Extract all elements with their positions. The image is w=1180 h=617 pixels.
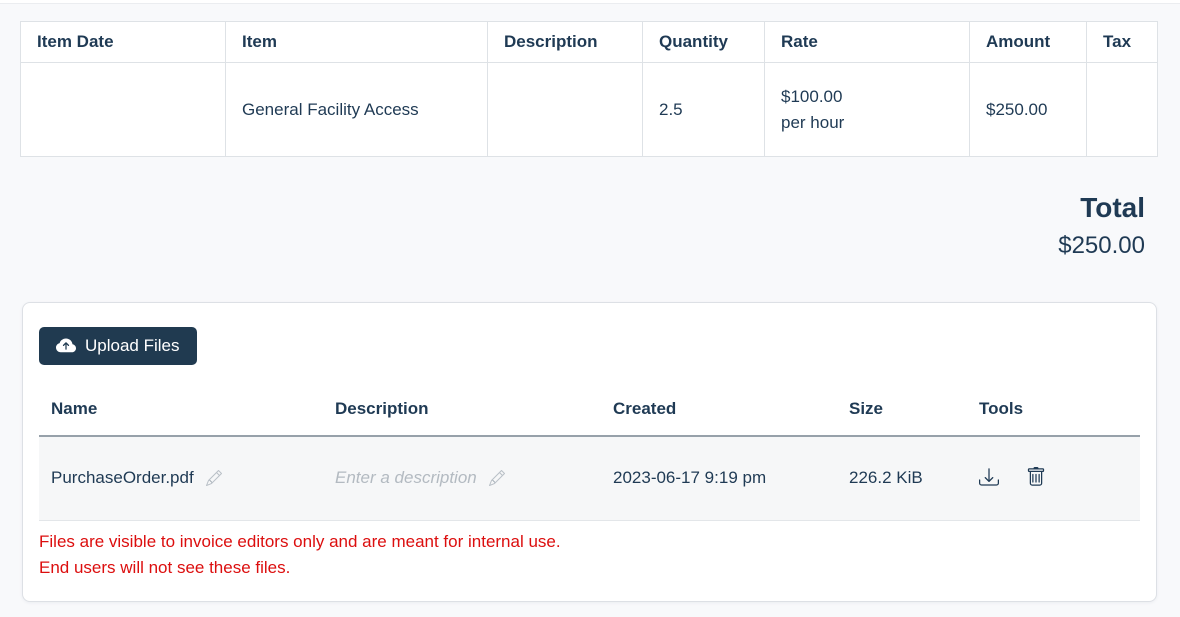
column-header-created: Created	[601, 387, 837, 437]
cell-rate: $100.00 per hour	[764, 62, 970, 157]
cell-tax	[1086, 62, 1158, 157]
column-header-file-description: Description	[323, 387, 601, 437]
column-header-item: Item	[225, 21, 488, 63]
column-header-tax: Tax	[1086, 21, 1158, 63]
column-header-amount: Amount	[969, 21, 1087, 63]
column-header-name: Name	[39, 387, 323, 437]
files-table: Name Description Created Size Tools Purc…	[39, 387, 1140, 521]
cell-file-description: Enter a description	[323, 436, 601, 521]
column-header-size: Size	[837, 387, 967, 437]
page-top-edge	[0, 0, 1180, 4]
cell-quantity: 2.5	[642, 62, 765, 157]
upload-files-button[interactable]: Upload Files	[39, 327, 197, 365]
delete-file-button[interactable]	[1026, 466, 1046, 490]
cell-file-name: PurchaseOrder.pdf	[39, 436, 323, 521]
rate-amount: $100.00	[781, 86, 843, 106]
pencil-icon[interactable]	[488, 470, 505, 487]
download-file-button[interactable]	[979, 467, 999, 490]
trash-icon	[1026, 466, 1046, 490]
download-icon	[979, 467, 999, 490]
cell-description	[487, 62, 643, 157]
column-header-tools: Tools	[967, 387, 1140, 437]
file-row: PurchaseOrder.pdf Enter a description	[39, 436, 1140, 521]
notice-line-2: End users will not see these files.	[39, 557, 291, 577]
files-panel: Upload Files Name Description Created Si…	[22, 302, 1157, 602]
cell-file-tools	[967, 436, 1140, 521]
file-description-field[interactable]: Enter a description	[335, 468, 477, 488]
cell-item-date	[20, 62, 226, 157]
invoice-table-header-row: Item Date Item Description Quantity Rate…	[20, 21, 1158, 63]
pencil-icon[interactable]	[205, 470, 222, 487]
cell-file-created: 2023-06-17 9:19 pm	[601, 436, 837, 521]
cell-amount: $250.00	[969, 62, 1087, 157]
column-header-item-date: Item Date	[20, 21, 226, 63]
rate-unit: per hour	[781, 112, 845, 132]
cloud-arrow-up-icon	[56, 336, 76, 356]
file-name: PurchaseOrder.pdf	[51, 468, 194, 488]
column-header-rate: Rate	[764, 21, 970, 63]
files-visibility-notice: Files are visible to invoice editors onl…	[39, 529, 1140, 581]
column-header-quantity: Quantity	[642, 21, 765, 63]
invoice-line-items-table: Item Date Item Description Quantity Rate…	[20, 21, 1158, 157]
table-row: General Facility Access 2.5 $100.00 per …	[20, 62, 1158, 157]
invoice-total-section: Total $250.00	[0, 193, 1145, 260]
files-table-header-row: Name Description Created Size Tools	[39, 387, 1140, 437]
total-value: $250.00	[1058, 232, 1145, 259]
total-label: Total	[1080, 192, 1145, 223]
cell-file-size: 226.2 KiB	[837, 436, 967, 521]
notice-line-1: Files are visible to invoice editors onl…	[39, 531, 561, 551]
column-header-description: Description	[487, 21, 643, 63]
cell-item: General Facility Access	[225, 62, 488, 157]
upload-files-button-label: Upload Files	[85, 336, 180, 355]
